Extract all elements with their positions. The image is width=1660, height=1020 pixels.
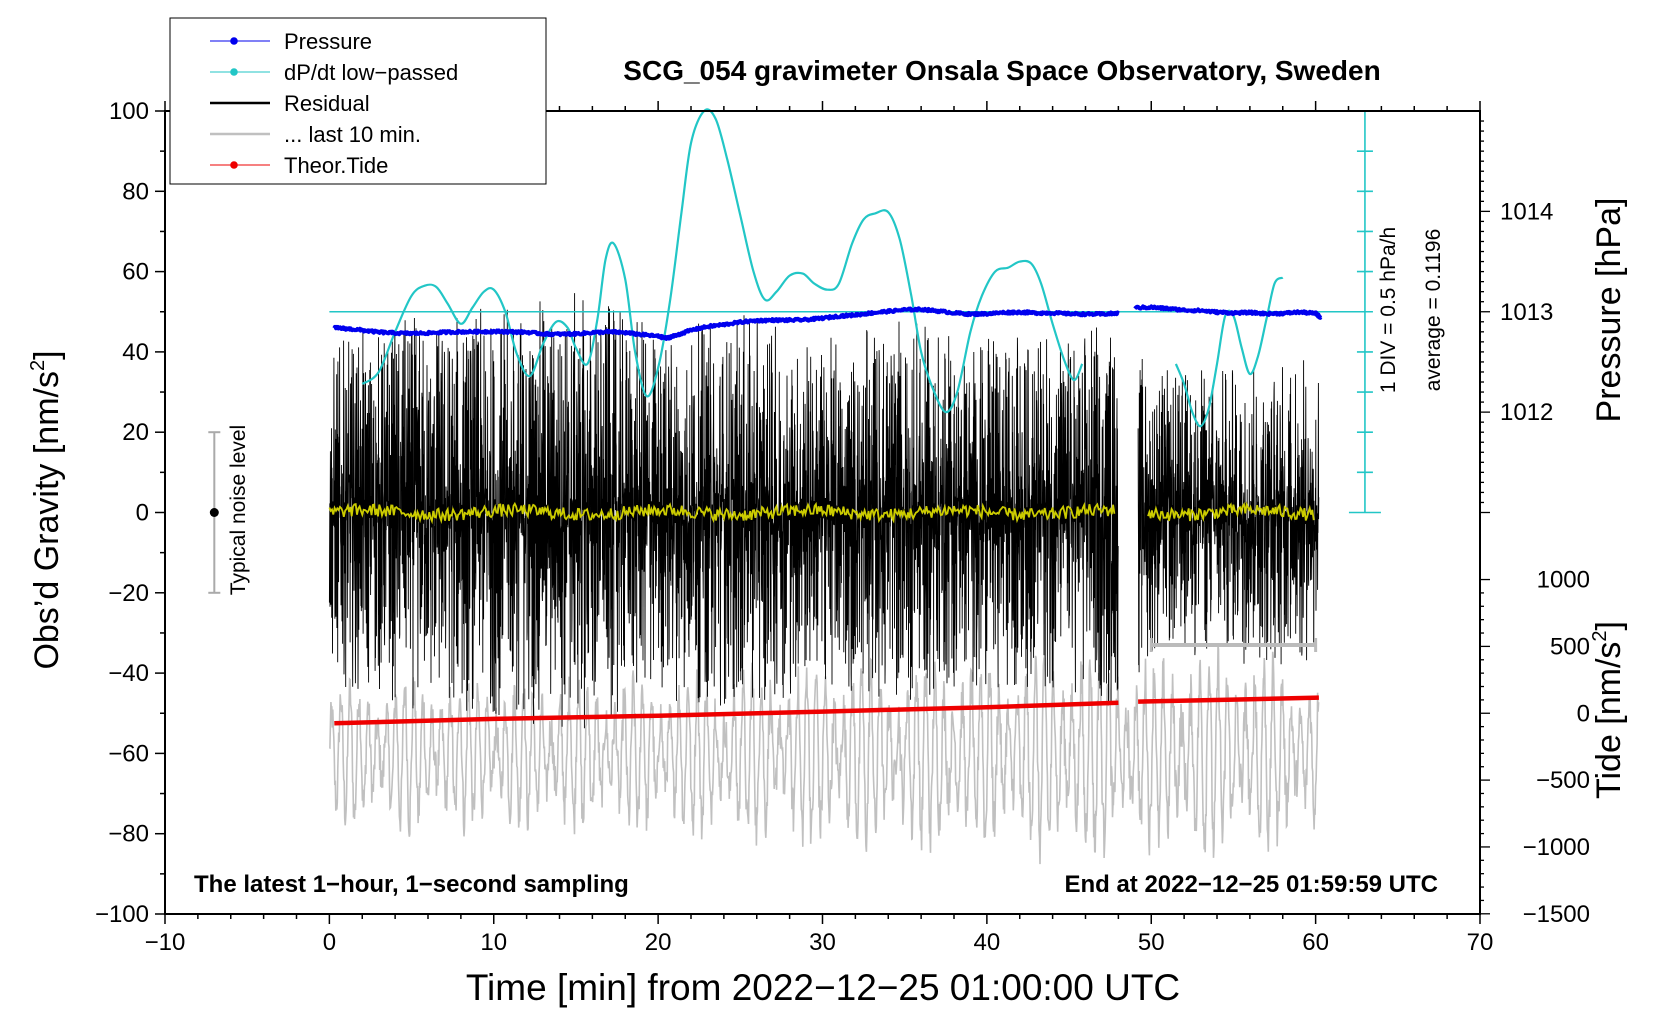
tide-series: [334, 695, 1319, 726]
residual-series: [328, 293, 1320, 729]
dpdt-scale-avg-label: average = 0.1196: [1422, 229, 1445, 392]
tide-line-0: [334, 700, 1119, 726]
tide-line-1: [1138, 695, 1319, 704]
y-tick-label: 60: [122, 259, 149, 286]
x-tick-label: −10: [145, 929, 186, 956]
y-axis-label-gravity-sup: 2: [27, 360, 49, 371]
pressure-tick-label: 1012: [1500, 399, 1553, 426]
y-axis-tide: 1000 500 0 −500 −1000 −1500: [1480, 567, 1590, 928]
last-10-min-line-0: [329, 645, 1320, 865]
y-axis-label-tide-sup: 2: [1589, 630, 1611, 641]
noise-level-label: Typical noise level: [227, 425, 250, 595]
legend-label: dP/dt low−passed: [284, 60, 458, 85]
tide-tick-label: −1500: [1523, 901, 1590, 928]
x-tick-label: 20: [645, 929, 672, 956]
legend-marker: [230, 68, 238, 76]
y-axis-label-gravity: Obs’d Gravity [nm/s2]: [27, 350, 66, 669]
pressure-tick-label: 1014: [1500, 198, 1553, 225]
dpdt-scale-div-label: 1 DIV = 0.5 hPa/h: [1377, 227, 1400, 393]
y-tick-label: 20: [122, 419, 149, 446]
dpdt-line-0: [361, 108, 1084, 414]
tide-tick-label: −500: [1536, 767, 1590, 794]
y-axis-label-gravity-text: Obs’d Gravity [nm/s: [28, 371, 66, 670]
y-axis-label-gravity-close: ]: [28, 350, 66, 359]
x-tick-label: 40: [974, 929, 1001, 956]
tide-tick-label: 1000: [1537, 567, 1590, 594]
tide-tick-label: 0: [1577, 700, 1590, 727]
tide-tick-label: −1000: [1523, 834, 1590, 861]
legend: Pressure dP/dt low−passed Residual ... last…: [169, 17, 547, 185]
residual-line-0: [328, 293, 1119, 729]
residual-line-1: [1137, 358, 1320, 673]
y-axis-pressure: 1014 1013 1012: [1480, 120, 1553, 514]
annotation-bottom-left: The latest 1−hour, 1−second sampling: [194, 871, 629, 898]
residual-smoothed-series: [328, 501, 1315, 525]
scale-bars: [208, 110, 1381, 652]
y-tick-label: −20: [108, 580, 149, 607]
legend-label: Residual: [284, 91, 370, 116]
x-tick-label: 50: [1138, 929, 1165, 956]
y-tick-label: 100: [109, 98, 149, 125]
annotation-bottom-right: End at 2022−12−25 01:59:59 UTC: [1064, 871, 1438, 898]
dpdt-line-1: [1174, 276, 1284, 428]
x-tick-label: 10: [480, 929, 507, 956]
x-tick-label: 30: [809, 929, 836, 956]
legend-label: ... last 10 min.: [284, 122, 421, 147]
x-axis-label: Time [min] from 2022−12−25 01:00:00 UTC: [466, 967, 1180, 1008]
x-axis: −10 0 10 20 30 40 50 60 70: [145, 101, 1494, 956]
legend-label: Theor.Tide: [284, 153, 388, 178]
y-axis-label-tide-text: Tide [nm/s: [1590, 642, 1628, 799]
y-tick-label: −40: [108, 660, 149, 687]
legend-marker: [230, 37, 238, 45]
y-tick-label: 40: [122, 339, 149, 366]
residual-smoothed-line-0: [328, 501, 1116, 525]
last-10-min-series: [329, 645, 1320, 865]
pressure-tick-label: 1013: [1500, 299, 1553, 326]
pressure-series: [332, 304, 1323, 341]
tide-tick-label: 500: [1550, 633, 1590, 660]
y-tick-label: −60: [108, 740, 149, 767]
y-tick-label: 0: [136, 500, 149, 527]
x-tick-label: 0: [323, 929, 336, 956]
pressure-line-1: [1133, 304, 1323, 320]
x-tick-label: 70: [1467, 929, 1494, 956]
x-tick-label: 60: [1302, 929, 1329, 956]
noise-bar-dot: [209, 508, 219, 517]
y-tick-label: −100: [95, 901, 149, 928]
chart-title: SCG_054 gravimeter Onsala Space Observat…: [623, 55, 1380, 86]
y-axis-label-tide-close: ]: [1590, 621, 1628, 630]
legend-label: Pressure: [284, 29, 372, 54]
pressure-line-0: [332, 306, 1120, 341]
y-axis-label-pressure: Pressure [hPa]: [1590, 198, 1628, 423]
y-axis-gravity: 100 80 60 40 20 0 −20 −40 −60 −80 −100: [95, 98, 165, 928]
y-tick-label: 80: [122, 178, 149, 205]
residual-smoothed-line-1: [1147, 501, 1315, 523]
y-tick-label: −80: [108, 821, 149, 848]
y-axis-label-tide: Tide [nm/s2]: [1589, 621, 1628, 799]
legend-marker: [230, 161, 238, 169]
legend-box: [169, 17, 547, 185]
